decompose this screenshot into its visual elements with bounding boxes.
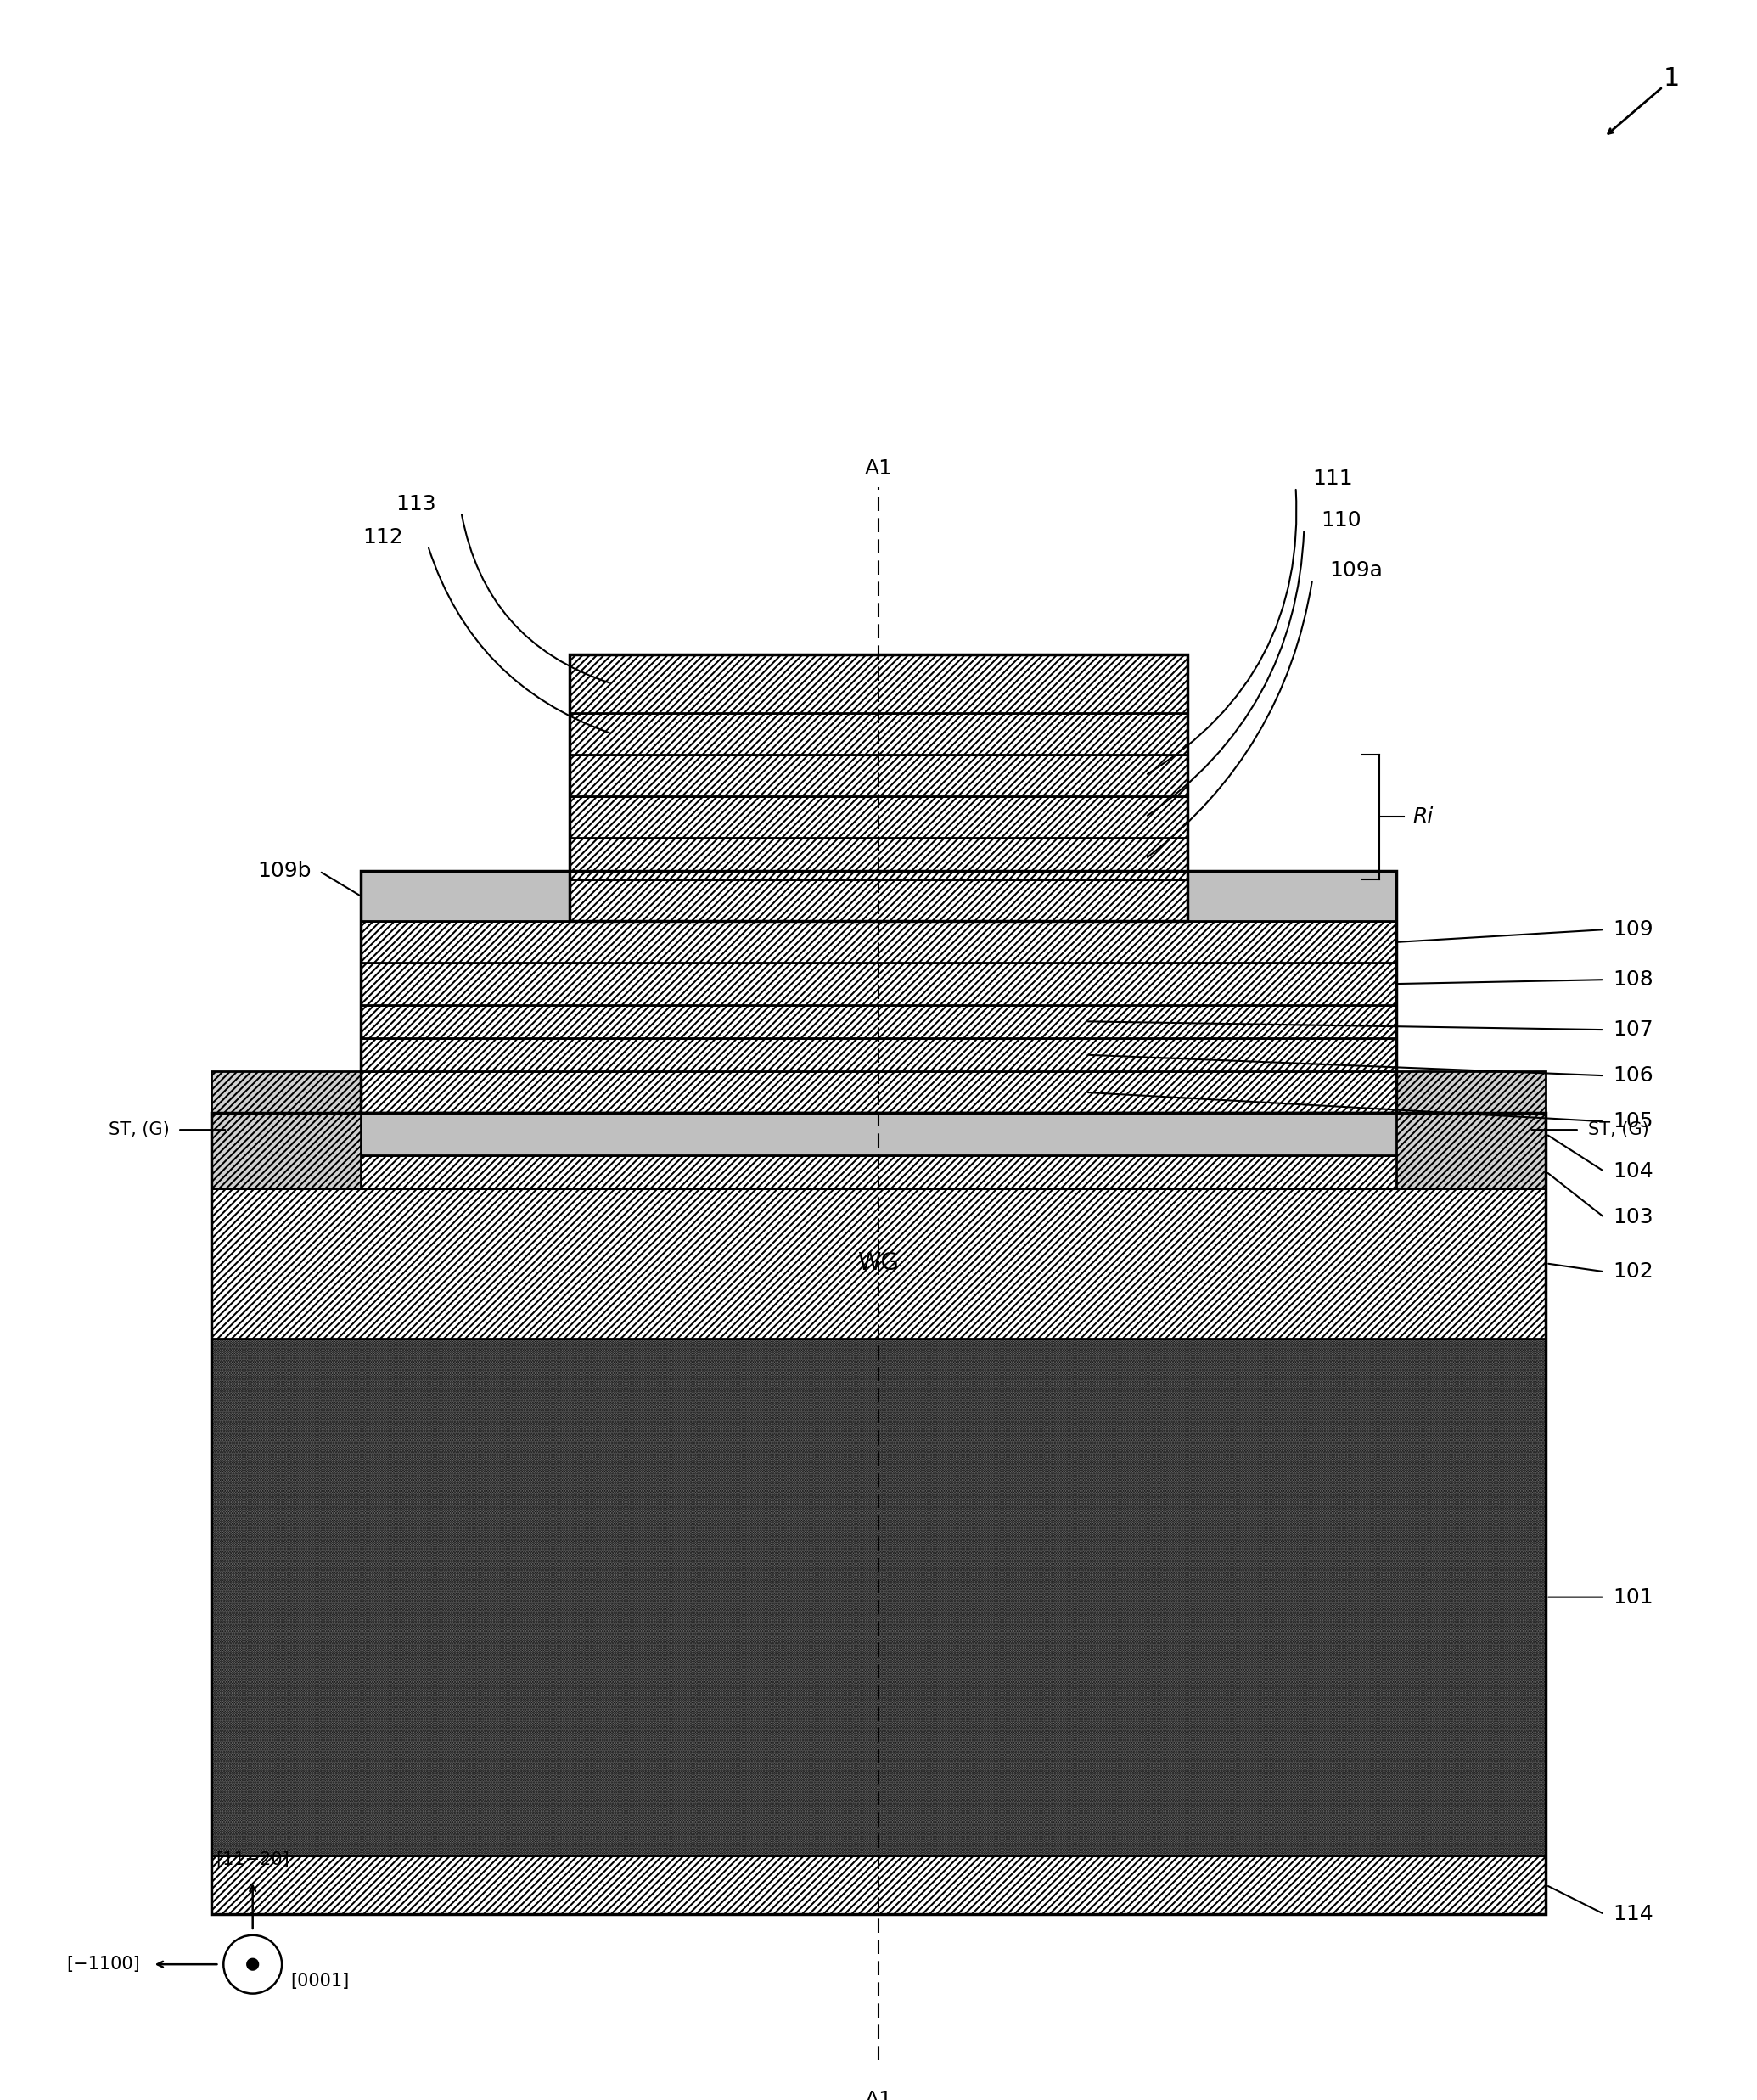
Text: ST, (G): ST, (G) [1588, 1121, 1648, 1138]
Bar [362, 872, 569, 922]
Bar [569, 655, 1188, 922]
Circle shape [246, 1959, 258, 1970]
Bar [569, 796, 1188, 838]
Text: 114: 114 [1613, 1905, 1653, 1924]
Bar [211, 1113, 1546, 1915]
Bar [211, 1338, 1546, 1856]
Bar [211, 1071, 362, 1189]
Bar [362, 872, 1395, 1113]
Text: A1: A1 [864, 458, 893, 479]
Bar [211, 1856, 1546, 1915]
Text: 113: 113 [395, 494, 436, 514]
Text: 107: 107 [1613, 1021, 1653, 1040]
Bar [362, 922, 1395, 964]
Bar [362, 964, 1395, 1004]
Text: 106: 106 [1613, 1065, 1653, 1086]
Text: 112: 112 [362, 527, 402, 548]
Text: 108: 108 [1613, 970, 1653, 989]
Bar [1395, 1071, 1546, 1189]
Bar [569, 712, 1188, 754]
Text: [−1100]: [−1100] [67, 1955, 141, 1972]
Text: [11−20]: [11−20] [216, 1852, 290, 1869]
Text: 1: 1 [1662, 67, 1680, 90]
Text: 109b: 109b [257, 861, 311, 882]
Text: 111: 111 [1312, 468, 1353, 489]
Bar [362, 1071, 1395, 1113]
Text: 104: 104 [1613, 1161, 1653, 1182]
Bar [211, 1155, 1546, 1189]
Bar [569, 754, 1188, 796]
Text: 109: 109 [1613, 920, 1653, 941]
Bar [211, 1189, 1546, 1338]
Text: A1: A1 [864, 2090, 893, 2100]
Text: 110: 110 [1321, 510, 1362, 531]
Bar [211, 1113, 1546, 1155]
Bar [362, 1037, 1395, 1071]
Text: 102: 102 [1613, 1262, 1653, 1281]
Text: WG: WG [857, 1252, 900, 1275]
Bar [1188, 872, 1395, 922]
Bar [569, 880, 1188, 922]
Bar [362, 1004, 1395, 1037]
Text: 103: 103 [1613, 1208, 1653, 1228]
Text: 101: 101 [1613, 1588, 1653, 1606]
Bar [569, 838, 1188, 880]
Text: ST, (G): ST, (G) [109, 1121, 169, 1138]
Bar [569, 655, 1188, 712]
Text: Ri: Ri [1413, 806, 1434, 827]
Text: 105: 105 [1613, 1111, 1653, 1132]
Text: 109a: 109a [1328, 561, 1383, 582]
Text: [0001]: [0001] [290, 1972, 350, 1989]
